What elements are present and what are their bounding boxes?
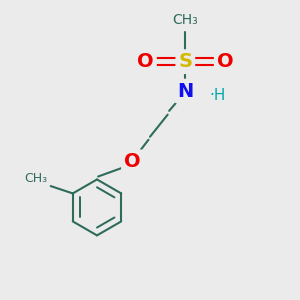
Text: CH₃: CH₃ — [25, 172, 48, 184]
Text: O: O — [217, 52, 233, 71]
Text: ·H: ·H — [209, 88, 225, 103]
Text: N: N — [177, 82, 194, 100]
Text: O: O — [137, 52, 154, 71]
Text: S: S — [178, 52, 192, 71]
Text: CH₃: CH₃ — [172, 13, 198, 27]
Text: O: O — [124, 152, 141, 171]
